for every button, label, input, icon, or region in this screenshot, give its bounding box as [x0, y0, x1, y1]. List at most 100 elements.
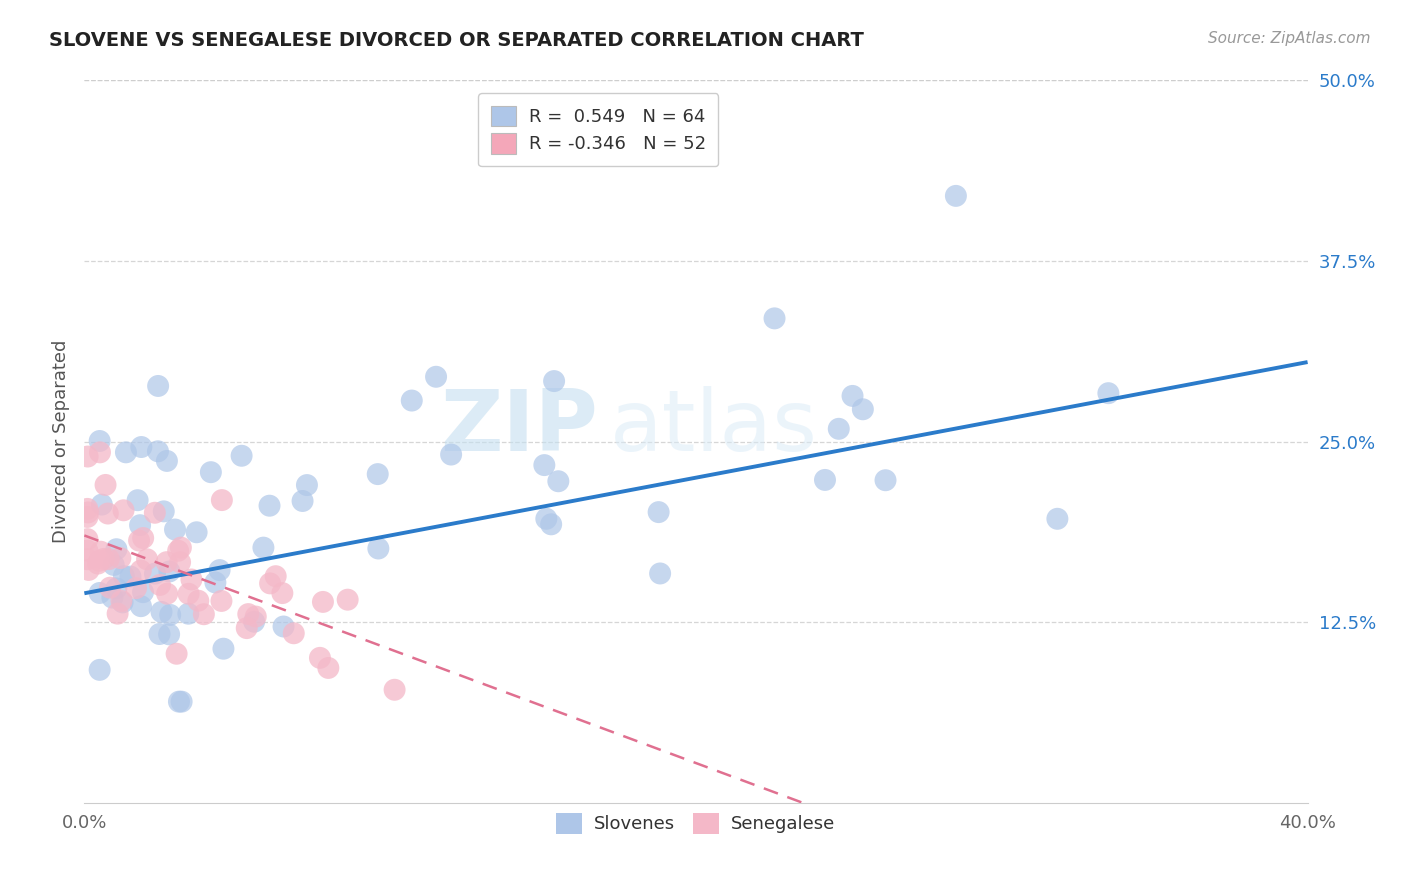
- Point: [107, 607, 129, 621]
- Point: [112, 569, 135, 583]
- Legend: Slovenes, Senegalese: Slovenes, Senegalese: [550, 805, 842, 841]
- Point: [336, 592, 359, 607]
- Point: [208, 563, 231, 577]
- Point: [283, 626, 305, 640]
- Point: [157, 627, 180, 641]
- Text: atlas: atlas: [610, 385, 818, 468]
- Point: [367, 467, 389, 482]
- Point: [540, 517, 562, 532]
- Point: [243, 615, 266, 629]
- Point: [155, 555, 177, 569]
- Point: [264, 569, 287, 583]
- Point: [291, 494, 314, 508]
- Point: [170, 695, 193, 709]
- Point: [647, 505, 669, 519]
- Text: SLOVENE VS SENEGALESE DIVORCED OR SEPARATED CORRELATION CHART: SLOVENE VS SENEGALESE DIVORCED OR SEPARA…: [49, 31, 865, 50]
- Point: [212, 641, 235, 656]
- Point: [235, 621, 257, 635]
- Point: [231, 449, 253, 463]
- Point: [204, 575, 226, 590]
- Text: ZIP: ZIP: [440, 385, 598, 468]
- Point: [156, 454, 179, 468]
- Point: [169, 555, 191, 569]
- Point: [93, 552, 115, 566]
- Point: [245, 609, 267, 624]
- Point: [193, 607, 215, 622]
- Point: [148, 627, 170, 641]
- Point: [129, 564, 152, 578]
- Point: [211, 493, 233, 508]
- Point: [547, 475, 569, 489]
- Point: [167, 543, 190, 558]
- Y-axis label: Divorced or Separated: Divorced or Separated: [52, 340, 70, 543]
- Point: [90, 545, 112, 559]
- Point: [273, 619, 295, 633]
- Point: [125, 581, 148, 595]
- Point: [543, 374, 565, 388]
- Point: [166, 647, 188, 661]
- Point: [128, 533, 150, 548]
- Point: [101, 591, 124, 605]
- Point: [76, 543, 98, 558]
- Point: [536, 512, 558, 526]
- Point: [89, 445, 111, 459]
- Point: [875, 473, 897, 487]
- Point: [384, 682, 406, 697]
- Point: [87, 557, 110, 571]
- Point: [110, 551, 132, 566]
- Point: [814, 473, 837, 487]
- Point: [97, 507, 120, 521]
- Point: [318, 661, 340, 675]
- Point: [259, 499, 281, 513]
- Point: [149, 578, 172, 592]
- Point: [200, 465, 222, 479]
- Point: [156, 587, 179, 601]
- Point: [89, 663, 111, 677]
- Point: [401, 393, 423, 408]
- Point: [177, 587, 200, 601]
- Point: [252, 541, 274, 555]
- Point: [187, 593, 209, 607]
- Point: [77, 505, 100, 519]
- Point: [650, 566, 672, 581]
- Point: [76, 501, 98, 516]
- Point: [129, 518, 152, 533]
- Point: [159, 607, 181, 622]
- Point: [89, 554, 111, 568]
- Point: [94, 478, 117, 492]
- Point: [77, 563, 100, 577]
- Point: [76, 510, 98, 524]
- Point: [76, 552, 98, 566]
- Point: [103, 558, 125, 572]
- Point: [211, 594, 233, 608]
- Point: [271, 586, 294, 600]
- Point: [146, 444, 169, 458]
- Point: [105, 542, 128, 557]
- Point: [177, 607, 200, 621]
- Point: [132, 585, 155, 599]
- Point: [1046, 512, 1069, 526]
- Point: [129, 599, 152, 614]
- Text: Source: ZipAtlas.com: Source: ZipAtlas.com: [1208, 31, 1371, 46]
- Point: [167, 695, 190, 709]
- Point: [89, 434, 111, 448]
- Point: [828, 422, 851, 436]
- Point: [852, 402, 875, 417]
- Point: [367, 541, 389, 556]
- Point: [763, 311, 786, 326]
- Point: [309, 650, 332, 665]
- Point: [115, 445, 138, 459]
- Point: [152, 504, 174, 518]
- Point: [136, 552, 159, 566]
- Point: [98, 581, 121, 595]
- Point: [105, 582, 128, 596]
- Point: [440, 448, 463, 462]
- Point: [533, 458, 555, 472]
- Point: [97, 552, 120, 566]
- Point: [111, 595, 134, 609]
- Point: [143, 506, 166, 520]
- Point: [132, 531, 155, 545]
- Point: [259, 576, 281, 591]
- Point: [76, 450, 98, 464]
- Point: [1097, 386, 1119, 401]
